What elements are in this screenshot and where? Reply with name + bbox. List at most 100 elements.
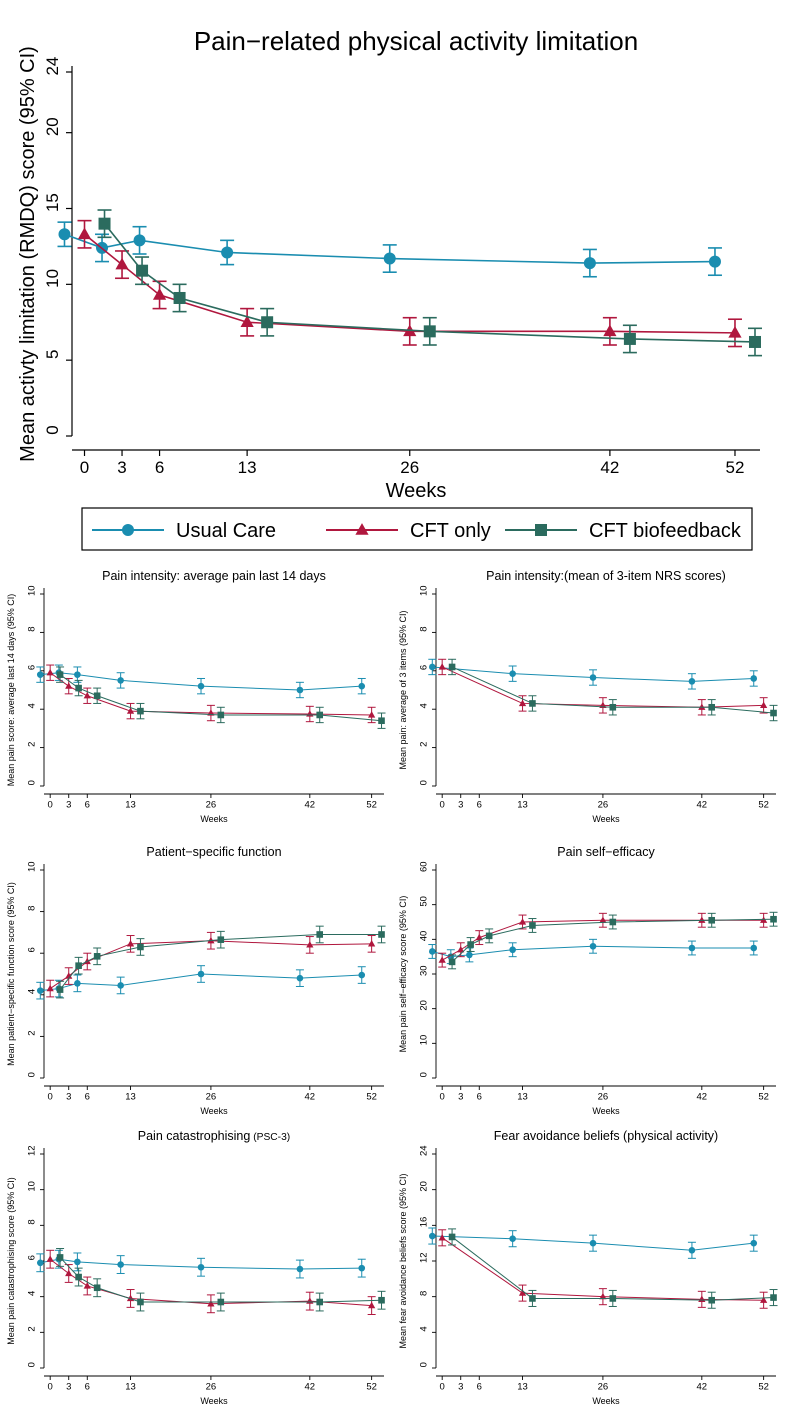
data-point — [378, 717, 385, 725]
x-tick-label: 0 — [48, 800, 53, 811]
data-point — [306, 1297, 314, 1304]
x-tick-label: 13 — [517, 1092, 528, 1103]
legend-label: CFT only — [410, 520, 491, 542]
data-point — [750, 675, 758, 682]
data-point — [708, 1296, 716, 1304]
x-tick-label: 0 — [440, 1092, 445, 1103]
y-tick-label: 12 — [27, 1145, 38, 1156]
x-tick-label: 3 — [66, 800, 71, 811]
data-point — [58, 228, 71, 241]
y-tick-label: 10 — [43, 269, 62, 288]
data-point — [117, 1261, 124, 1268]
data-point — [583, 257, 596, 270]
data-point — [65, 682, 73, 689]
data-point — [438, 956, 446, 963]
y-tick-label: 50 — [419, 896, 430, 907]
y-tick-label: 8 — [27, 1219, 38, 1224]
legend-label: Usual Care — [176, 520, 276, 542]
data-point — [36, 987, 44, 994]
data-point — [698, 1295, 706, 1302]
y-tick-label: 2 — [419, 742, 430, 747]
data-point — [368, 940, 376, 947]
x-tick-label: 13 — [125, 1382, 136, 1393]
x-axis-label: Weeks — [200, 1396, 228, 1406]
x-tick-label: 13 — [517, 800, 528, 811]
data-point — [383, 252, 396, 265]
y-tick-label: 24 — [43, 57, 62, 76]
data-point — [207, 1300, 215, 1307]
y-axis-label: Mean fear avoidance beliefs score (95% C… — [398, 1173, 408, 1348]
y-tick-label: 6 — [27, 1255, 38, 1260]
x-tick-label: 42 — [697, 1092, 708, 1103]
data-point — [221, 246, 234, 259]
panel-pain-self-efficacy: Pain self−efficacy 0 10 20 30 40 50 60 0 3 6 13 26 42… — [398, 845, 778, 1116]
data-point — [428, 948, 436, 955]
y-tick-label: 16 — [419, 1217, 430, 1228]
x-tick-label: 6 — [155, 458, 164, 477]
y-tick-label: 10 — [419, 585, 430, 596]
data-point — [708, 916, 716, 924]
data-point — [136, 264, 149, 277]
data-point — [46, 984, 54, 992]
data-point — [93, 1284, 101, 1292]
data-point — [126, 707, 135, 714]
data-point — [770, 915, 777, 923]
legend-swatch-marker — [355, 523, 369, 535]
data-point — [609, 918, 617, 926]
x-axis-label: Weeks — [200, 1106, 228, 1116]
x-tick-label: 13 — [517, 1382, 528, 1393]
data-point — [485, 932, 493, 940]
y-tick-label: 20 — [419, 1000, 430, 1011]
data-point — [137, 1298, 144, 1306]
data-point — [93, 692, 101, 700]
y-tick-label: 2 — [27, 1030, 38, 1035]
data-point — [296, 686, 304, 694]
data-point — [448, 663, 456, 671]
y-tick-label: 10 — [419, 1035, 430, 1046]
y-tick-label: 0 — [27, 780, 38, 785]
x-tick-label: 26 — [400, 458, 419, 477]
data-point — [378, 1296, 385, 1304]
data-point — [126, 940, 135, 947]
data-point — [368, 711, 376, 718]
y-tick-label: 4 — [27, 989, 38, 994]
data-point — [748, 335, 761, 348]
y-tick-label: 4 — [419, 1326, 430, 1331]
x-tick-label: 6 — [477, 800, 482, 811]
data-point — [599, 1292, 607, 1300]
x-tick-label: 6 — [477, 1382, 482, 1393]
y-tick-label: 10 — [27, 585, 38, 596]
y-tick-label: 12 — [419, 1252, 430, 1263]
data-point — [261, 316, 274, 329]
data-point — [306, 710, 314, 717]
legend-swatch-marker — [535, 524, 547, 536]
data-point — [56, 986, 64, 993]
y-tick-label: 10 — [27, 1181, 38, 1192]
y-tick-label: 60 — [419, 861, 430, 872]
y-axis-label: Mean patient−specific function score (95… — [6, 882, 16, 1066]
legend-label: CFT biofeedback — [589, 520, 742, 542]
x-tick-label: 52 — [758, 1382, 769, 1393]
data-point — [750, 1239, 758, 1247]
data-point — [217, 936, 225, 943]
x-tick-label: 13 — [238, 458, 257, 477]
x-tick-label: 13 — [125, 800, 136, 811]
data-point — [448, 1233, 456, 1241]
data-point — [93, 953, 101, 960]
data-point — [46, 1255, 54, 1262]
chart-title: Patient−specific function — [146, 845, 281, 859]
y-tick-label: 2 — [27, 742, 38, 747]
x-tick-label: 0 — [80, 458, 89, 477]
legend: Usual Care CFT only CFT biofeedback — [81, 507, 753, 551]
data-point — [448, 958, 456, 966]
data-point — [296, 1265, 304, 1273]
data-point — [770, 1294, 777, 1301]
x-tick-label: 0 — [440, 800, 445, 811]
data-point — [698, 703, 706, 710]
x-tick-label: 13 — [125, 1092, 136, 1103]
y-tick-label: 0 — [27, 1072, 38, 1077]
y-tick-label: 8 — [419, 1291, 430, 1296]
data-point — [457, 945, 465, 953]
data-point — [217, 711, 225, 719]
data-point — [760, 701, 768, 708]
